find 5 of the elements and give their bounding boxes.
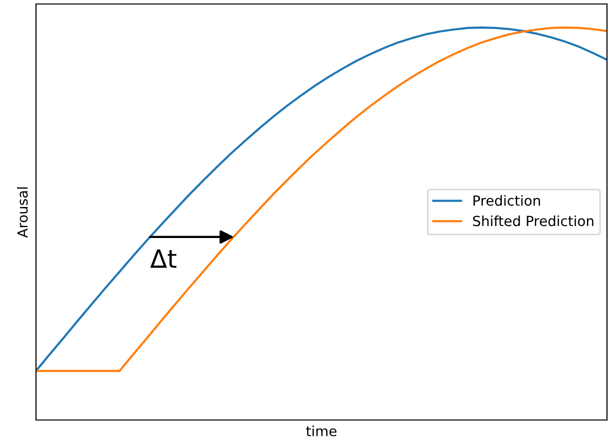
annotation: Δt (150, 250, 176, 268)
y-axis-title: Arousal (17, 187, 28, 238)
legend-label: Shifted Prediction (473, 215, 594, 226)
x-axis-title: time (306, 426, 336, 436)
legend-label: Prediction (474, 195, 540, 206)
